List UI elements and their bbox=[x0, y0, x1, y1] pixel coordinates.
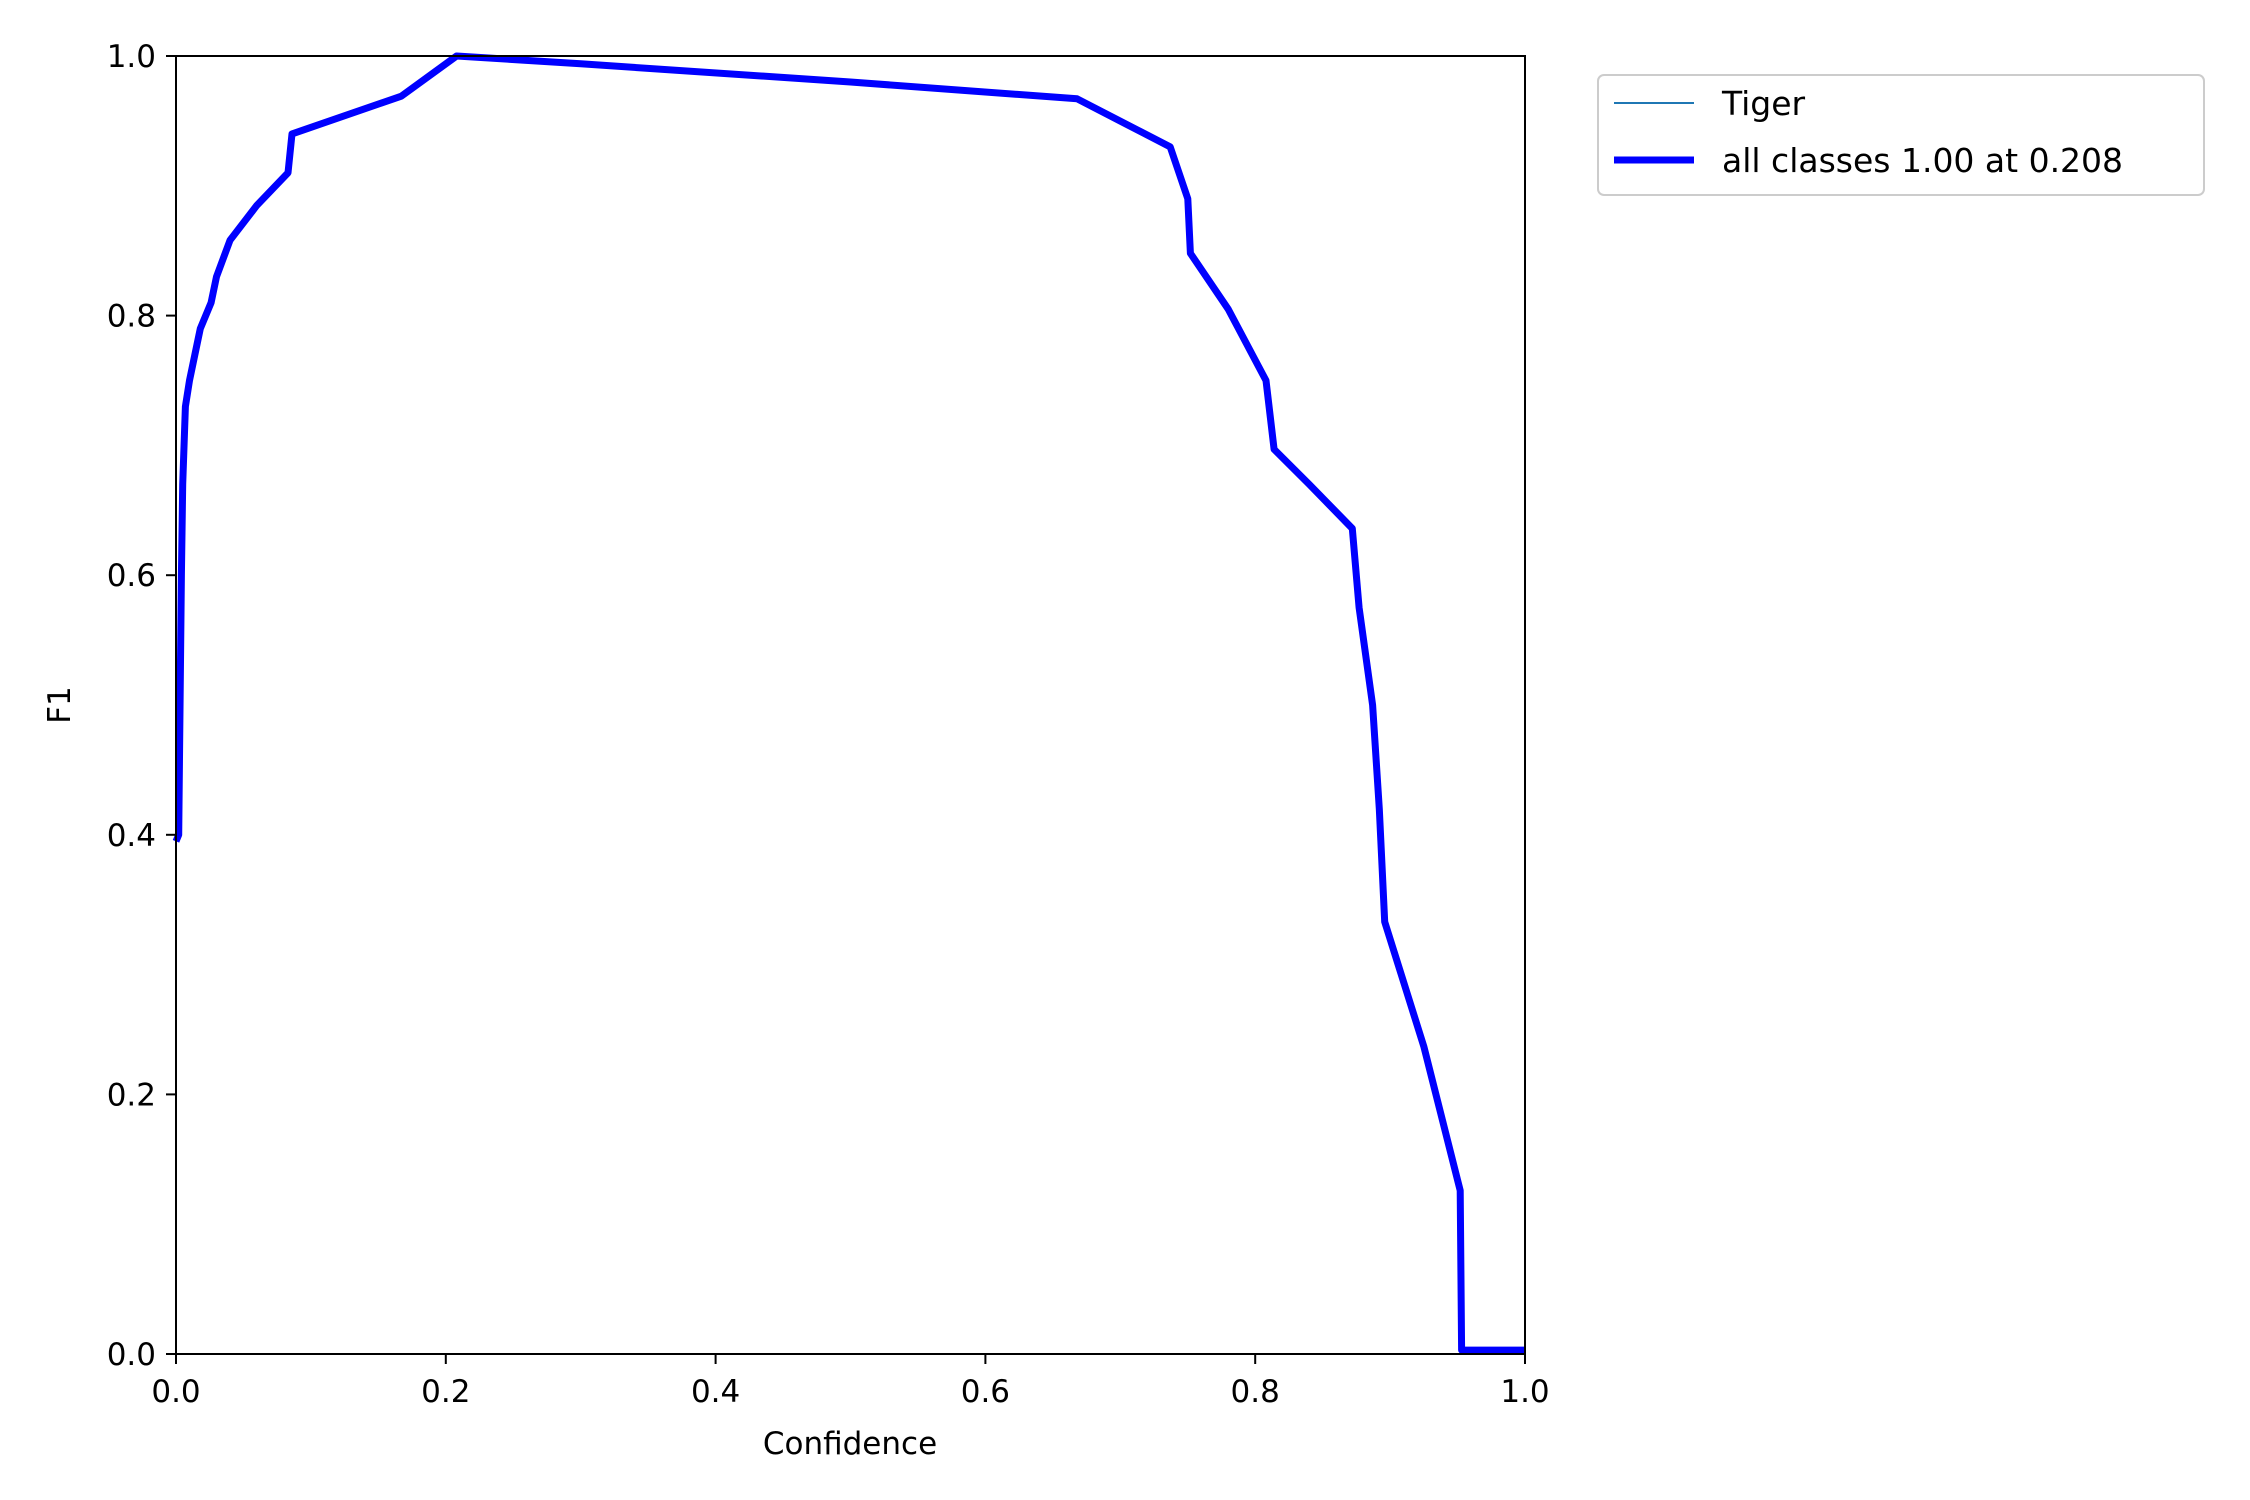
x-tick-label: 0.4 bbox=[691, 1374, 740, 1410]
y-axis-label: F1 bbox=[42, 686, 78, 724]
y-tick-label: 0.6 bbox=[107, 558, 156, 594]
x-tick-label: 0.0 bbox=[151, 1374, 200, 1410]
series-layer bbox=[172, 52, 1525, 1354]
y-axis-ticks: 0.0 0.2 0.4 0.6 0.8 1.0 bbox=[107, 39, 176, 1373]
legend-label-tiger: Tiger bbox=[1721, 84, 1806, 123]
legend-label-all-classes: all classes 1.00 at 0.208 bbox=[1722, 141, 2123, 180]
x-tick-label: 0.2 bbox=[421, 1374, 470, 1410]
x-axis-label: Confidence bbox=[763, 1426, 937, 1462]
plot-area bbox=[172, 52, 1526, 1355]
x-axis-ticks: 0.0 0.2 0.4 0.6 0.8 1.0 bbox=[151, 1354, 1550, 1410]
legend: Tiger all classes 1.00 at 0.208 bbox=[1597, 74, 2205, 196]
x-tick-label: 1.0 bbox=[1500, 1374, 1549, 1410]
y-tick-label: 0.4 bbox=[107, 818, 156, 854]
x-tick-label: 0.6 bbox=[961, 1374, 1010, 1410]
series-line-all-classes bbox=[172, 52, 1525, 1354]
y-tick-label: 1.0 bbox=[107, 39, 156, 75]
x-tick-label: 0.8 bbox=[1231, 1374, 1280, 1410]
y-tick-label: 0.8 bbox=[107, 299, 156, 335]
legend-box bbox=[1597, 74, 2205, 196]
y-tick-label: 0.0 bbox=[107, 1337, 156, 1373]
y-tick-label: 0.2 bbox=[107, 1077, 156, 1113]
axes-frame bbox=[175, 55, 1526, 1355]
